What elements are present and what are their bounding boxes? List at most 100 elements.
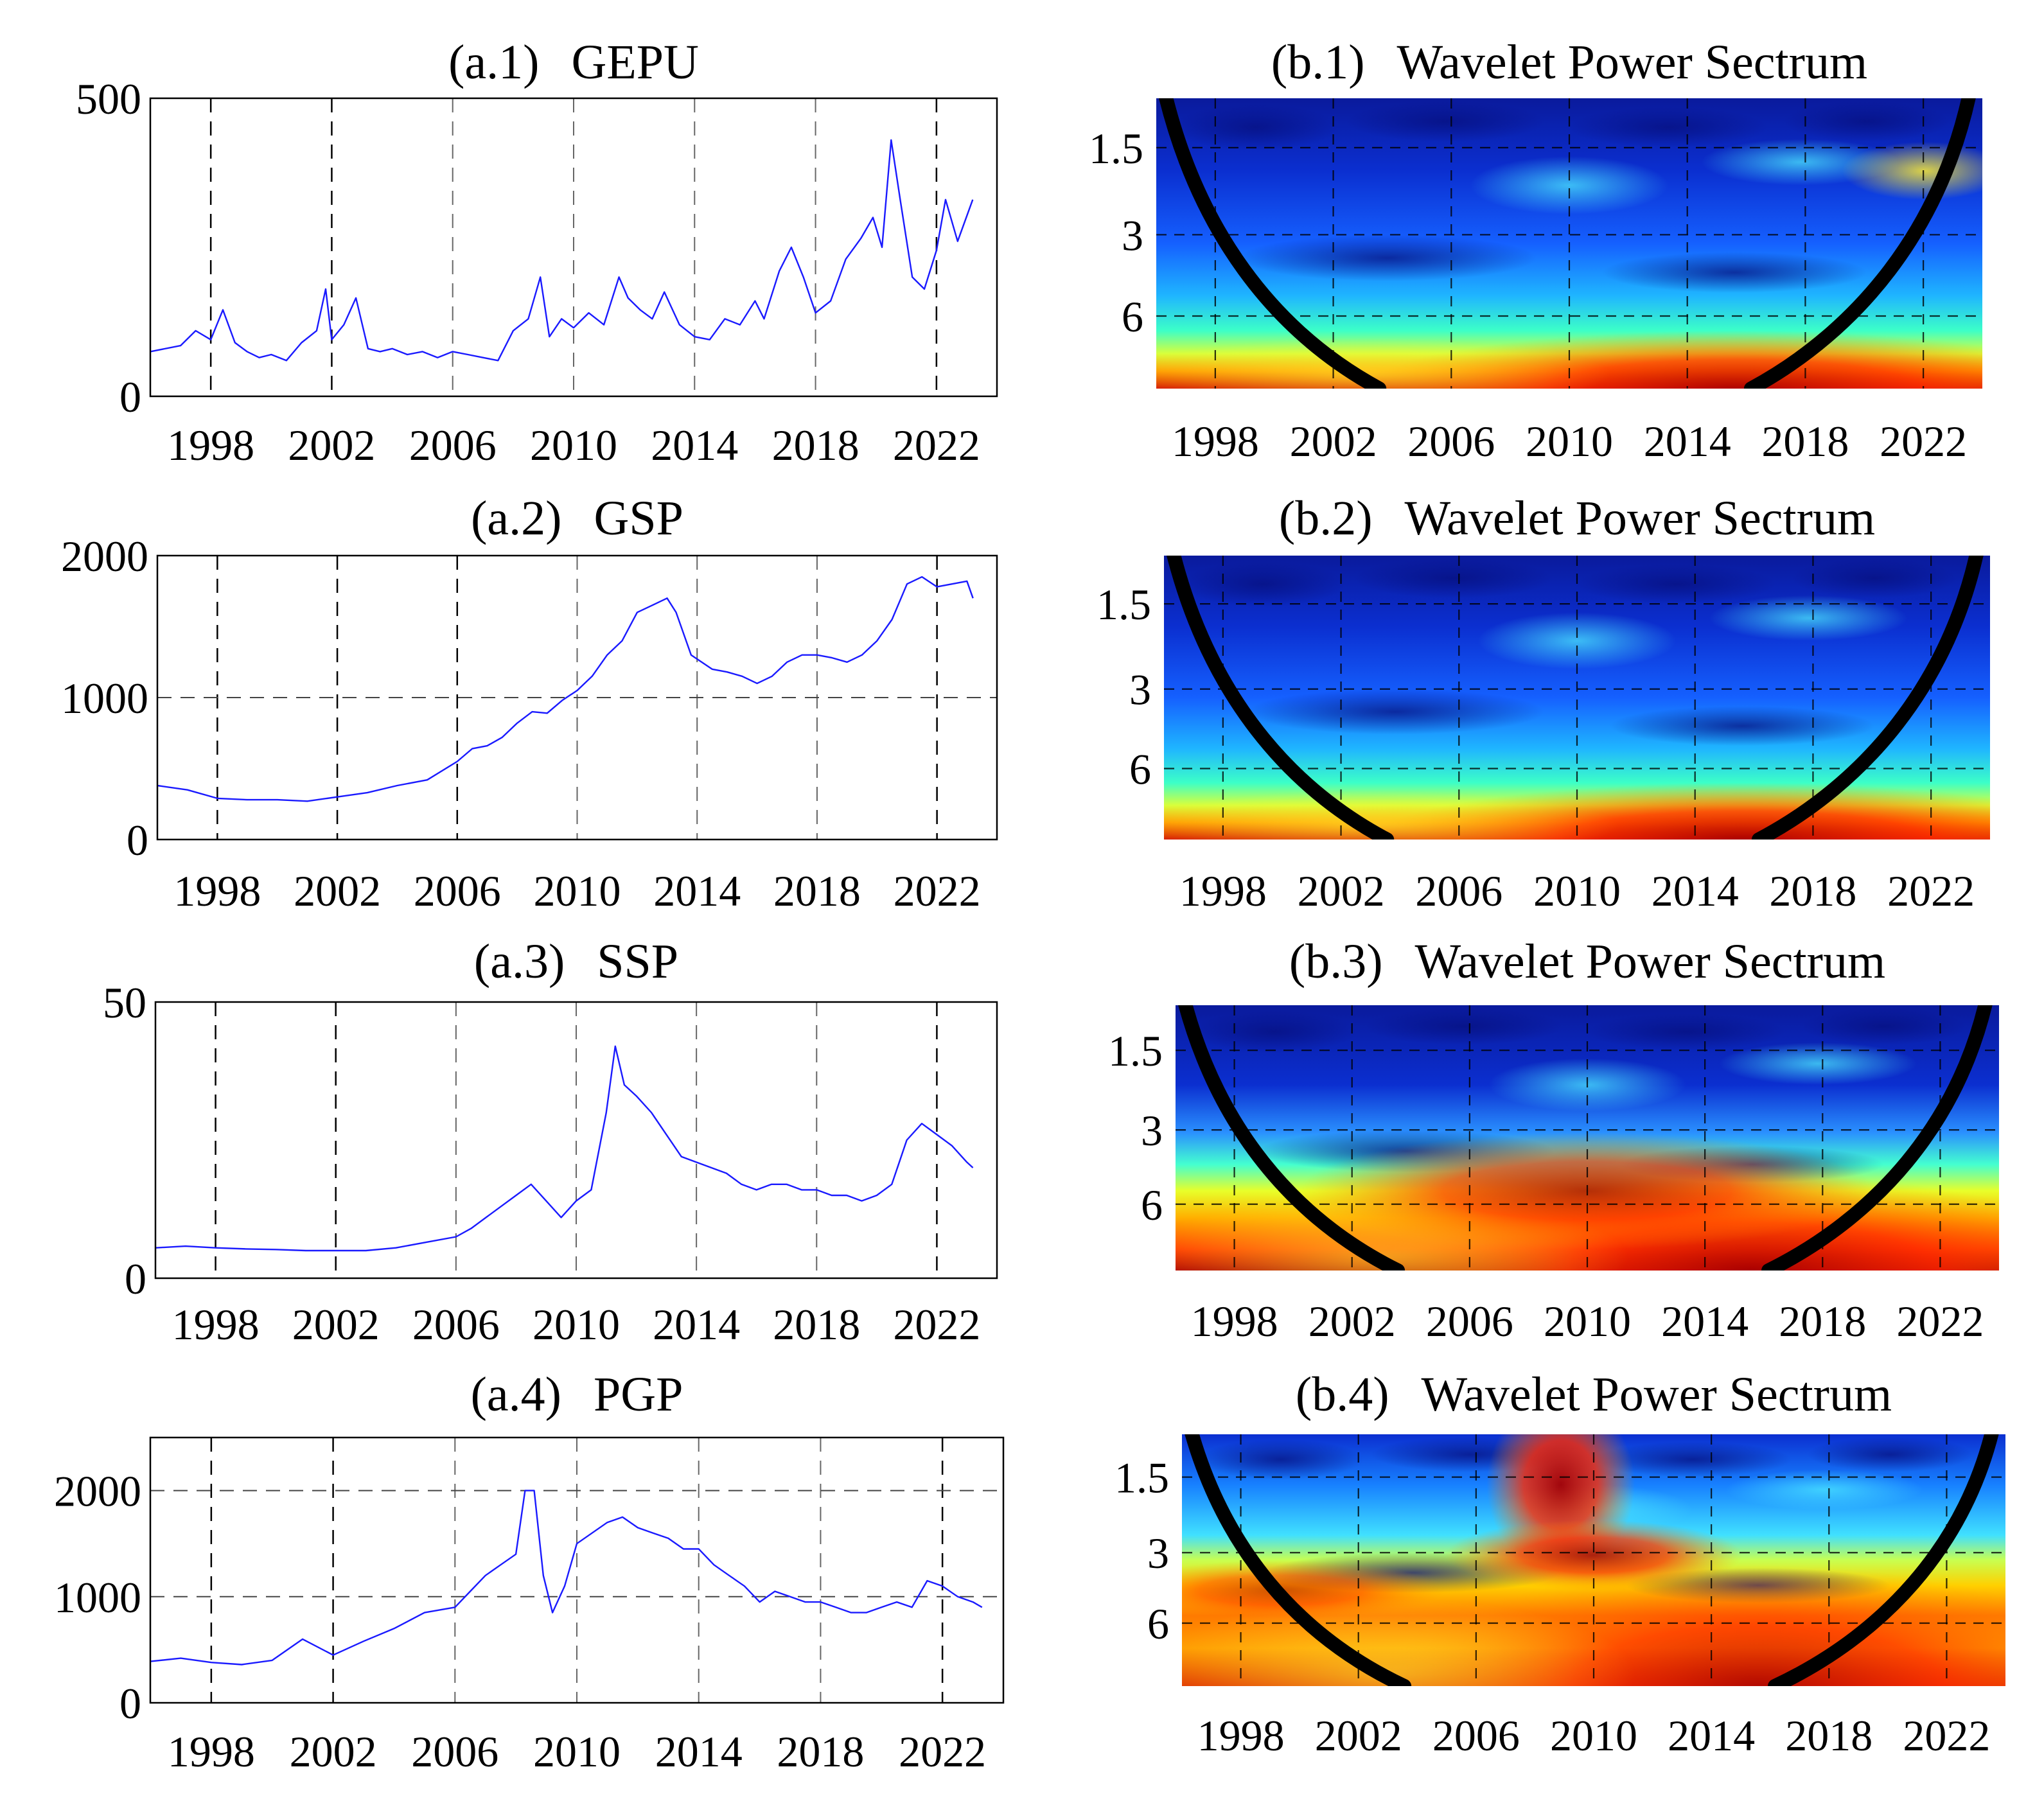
panel-b2: 1.5 3 6 1998 2002 2006 2010 2014 2018 2022 (b.2) Wa…: [1097, 491, 1990, 915]
y-tick-label: 0: [127, 816, 148, 865]
y-tick-label: 1.5: [1115, 1454, 1169, 1502]
panel-title-name: PGP: [594, 1367, 683, 1421]
x-tick-label: 2006: [1426, 1297, 1513, 1346]
heatmap-patch: [1198, 1439, 1364, 1480]
y-tick-label: 1000: [61, 674, 148, 723]
x-tick-label: 2010: [1544, 1297, 1631, 1346]
heatmap-patch: [1842, 141, 1982, 200]
heatmap-patch: [1470, 156, 1669, 215]
x-tick-label: 2006: [411, 1727, 498, 1776]
x-tick-label: 1998: [1191, 1297, 1278, 1346]
panel-title: (b.4) Wavelet Power Sectrum: [1296, 1367, 1892, 1421]
x-tick-label: 2006: [409, 421, 497, 470]
heatmap-patch: [1594, 1441, 1792, 1477]
panel-title-name: GSP: [594, 491, 683, 545]
panel-title-id: (a.4): [471, 1367, 561, 1421]
heatmap-patch: [1808, 1436, 1973, 1472]
panel-title-id: (a.3): [474, 935, 565, 989]
heatmap-patch: [1246, 689, 1544, 735]
panel-title-name: Wavelet Power Sectrum: [1422, 1367, 1892, 1421]
y-tick-label: 0: [119, 1679, 141, 1728]
panel-title-name: GEPU: [571, 35, 698, 89]
x-tick-label: 2018: [773, 1300, 860, 1349]
x-tick-label: 2022: [1896, 1297, 1984, 1346]
plot-frame: [154, 1001, 998, 1280]
heatmap-patch: [1602, 252, 1867, 293]
cone-of-influence-left: [1159, 98, 1387, 389]
heatmap-patch: [1180, 561, 1346, 607]
y-tick-label: 3: [1147, 1529, 1169, 1578]
panel-title-name: Wavelet Power Sectrum: [1397, 35, 1868, 89]
heatmap-hot-region: [1445, 1520, 1742, 1591]
x-tick-label: 2014: [655, 1727, 743, 1776]
x-tick-label: 2002: [292, 1300, 380, 1349]
x-tick-label: 2010: [533, 1727, 621, 1776]
x-tick-label: 2018: [1761, 417, 1849, 466]
x-tick-label: 2014: [651, 421, 738, 470]
x-tick-label: 1998: [172, 1300, 260, 1349]
x-tick-label: 2018: [772, 421, 859, 470]
heatmap-patch: [1784, 101, 1950, 142]
cone-of-influence-right: [1768, 1434, 1999, 1686]
x-tick-label: 2014: [653, 1300, 740, 1349]
x-tick-label: 2010: [533, 1300, 620, 1349]
y-tick-label: 6: [1129, 745, 1151, 794]
y-tick-label: 1.5: [1108, 1026, 1163, 1075]
y-tick-label: 2000: [54, 1467, 141, 1516]
heatmap-warm-band: [1164, 789, 1619, 840]
x-tick-label: 2006: [1407, 417, 1495, 466]
panel-title: (b.3) Wavelet Power Sectrum: [1289, 935, 1885, 989]
heatmap-hot-region: [1182, 1560, 1446, 1621]
x-tick-label: 2022: [1903, 1711, 1990, 1760]
heatmap-patch: [1801, 1008, 1966, 1045]
cone-of-influence-right: [1743, 98, 1976, 389]
x-tick-label: 2002: [288, 421, 375, 470]
panel-b1: 1.5 3 6 1998 2002 2006 2010 2014 2018 2022 (b.1) Wa…: [1089, 35, 1982, 466]
x-tick-label: 2014: [1652, 866, 1739, 915]
panel-title-id: (a.1): [448, 35, 539, 89]
y-tick-label: 0: [125, 1254, 146, 1303]
series-line-gsp: [157, 576, 974, 802]
x-tick-label: 2018: [1785, 1711, 1872, 1760]
heatmap-patch: [1610, 706, 1874, 746]
panel-title: (a.2) GSP: [471, 491, 683, 545]
y-tick-label: 50: [103, 978, 146, 1027]
x-tick-label: 2006: [414, 866, 501, 915]
panel-title-name: SSP: [597, 935, 678, 989]
x-tick-label: 2010: [1550, 1711, 1637, 1760]
x-tick-label: 2010: [1533, 866, 1621, 915]
panel-title: (a.3) SSP: [474, 935, 678, 989]
heatmap-patch: [1719, 1042, 1917, 1085]
heatmap-patch: [1477, 612, 1677, 669]
heatmap-patch: [1364, 1008, 1563, 1045]
x-tick-label: 2022: [899, 1727, 986, 1776]
heatmap-patch: [1709, 595, 1908, 641]
panel-title: (b.1) Wavelet Power Sectrum: [1271, 35, 1867, 89]
x-tick-label: 2022: [893, 421, 980, 470]
heatmap-patch: [1172, 104, 1338, 151]
x-tick-label: 2022: [1887, 866, 1975, 915]
heatmap-patch: [1346, 101, 1545, 142]
x-tick-label: 1998: [1172, 417, 1259, 466]
panel-title: (b.2) Wavelet Power Sectrum: [1279, 491, 1875, 545]
y-tick-label: 0: [119, 373, 141, 421]
x-tick-label: 1998: [167, 421, 254, 470]
x-tick-label: 2006: [412, 1300, 500, 1349]
x-tick-label: 2002: [1308, 1297, 1396, 1346]
panel-a4: 0 1000 2000 1998 2002 2006 2010 2014 2018 2022 (a.…: [54, 1367, 1005, 1776]
panel-b4: 1.5 3 6 1998 2002 2006 2010 2014 2018 2022 (b.4) Wa…: [1115, 1367, 2005, 1760]
x-tick-label: 2006: [1432, 1711, 1520, 1760]
cone-of-influence-left: [1185, 1434, 1412, 1686]
heatmap-patch: [1587, 1013, 1785, 1051]
panel-a2: 0 1000 2000 1998 2002 2006 2010 2014 2018 2022 (a.…: [61, 491, 998, 915]
heatmap-body: [1182, 1434, 2005, 1686]
plot-frame: [149, 1436, 1005, 1704]
y-tick-label: 3: [1141, 1106, 1163, 1155]
x-tick-label: 2022: [1880, 417, 1967, 466]
x-tick-label: 2002: [294, 866, 381, 915]
x-tick-label: 2022: [893, 1300, 980, 1349]
panel-title-id: (b.1): [1271, 35, 1365, 89]
panel-a3: 0 50 1998 2002 2006 2010 2014 2018 2022 (a.3) SSP: [103, 935, 998, 1349]
heatmap-patch: [1577, 564, 1775, 604]
